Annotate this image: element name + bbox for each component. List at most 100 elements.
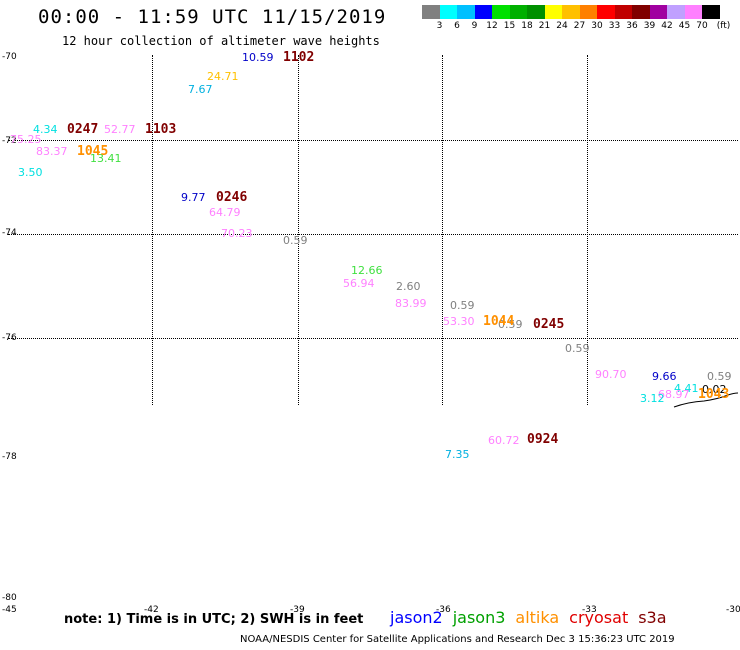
- wave-height-value: 9.77: [181, 191, 206, 204]
- color-scale-label: 24: [556, 21, 568, 31]
- wave-height-value: 68.97: [658, 388, 690, 401]
- longitude-gridline: [298, 55, 299, 407]
- wave-height-value: 3.50: [18, 166, 43, 179]
- color-scale-swatch: [614, 5, 632, 19]
- longitude-gridline: [587, 55, 588, 407]
- color-scale-swatch: [579, 5, 597, 19]
- color-scale-label: 21: [538, 21, 551, 31]
- wave-height-value: 7.67: [188, 83, 213, 96]
- latitude-label: -70: [2, 52, 17, 62]
- wave-height-value: 56.94: [343, 277, 375, 290]
- wave-height-value: 83.37: [36, 145, 68, 158]
- color-scale-swatch: [509, 5, 527, 19]
- color-scale-label: 33: [608, 21, 621, 31]
- wave-height-value: 83.99: [395, 297, 427, 310]
- pass-time-label: 0924: [527, 432, 559, 447]
- longitude-label: -36: [436, 605, 451, 615]
- wave-height-value: 70.23: [221, 227, 253, 240]
- pass-time-label: 1044: [483, 314, 515, 329]
- wave-height-value: 7.35: [445, 448, 470, 461]
- wave-height-value: 60.72: [488, 434, 520, 447]
- pass-time-label: 0246: [216, 190, 248, 205]
- color-scale-label: 9: [471, 21, 478, 31]
- color-scale-label: 18: [521, 21, 533, 31]
- wave-height-value: 2.60: [396, 280, 421, 293]
- wave-height-value: 13.41: [90, 152, 122, 165]
- color-scale-label: 42: [661, 21, 673, 31]
- latitude-gridline: [8, 234, 738, 235]
- pass-time-label: 1043: [698, 387, 730, 402]
- satellite-name: altika: [515, 608, 560, 627]
- longitude-gridline: [152, 55, 153, 407]
- color-scale-swatch: [457, 5, 475, 19]
- color-scale-label: 3: [436, 21, 443, 31]
- longitude-label: -33: [582, 605, 597, 615]
- latitude-label: -72: [2, 136, 17, 146]
- wave-height-value: 9.66: [652, 370, 677, 383]
- color-scale-label: 70: [696, 21, 708, 31]
- color-scale-swatch: [422, 5, 440, 19]
- color-scale-swatch: [632, 5, 650, 19]
- color-scale-label: 15: [503, 21, 516, 31]
- wave-height-value: 12.66: [351, 264, 383, 277]
- color-scale-swatch: [667, 5, 685, 19]
- color-scale-swatch: [439, 5, 457, 19]
- satellite-name: s3a: [638, 608, 667, 627]
- color-scale-labels: 3 6 9 12 15 18 21 24 27 30 33 36 39 42 45 70 (ft): [422, 21, 737, 33]
- wave-height-value: 0.59: [707, 370, 732, 383]
- color-scale-label: 39: [643, 21, 656, 31]
- color-scale-label: 6: [454, 21, 460, 31]
- color-scale-label: 27: [573, 21, 586, 31]
- units-note: note: 1) Time is in UTC; 2) SWH is in fe…: [64, 612, 364, 627]
- latitude-label: -80: [2, 593, 17, 603]
- longitude-label: -39: [290, 605, 305, 615]
- wave-height-value: 24.71: [207, 70, 239, 83]
- pass-time-label: 0247: [67, 122, 99, 137]
- pass-time-label: 0245: [533, 317, 565, 332]
- pass-time-label: 1102: [283, 50, 315, 65]
- pass-time-label: 1103: [145, 122, 177, 137]
- latitude-gridline: [8, 140, 738, 141]
- color-scale-swatch: [492, 5, 510, 19]
- satellite-name: cryosat: [569, 608, 629, 627]
- longitude-label: -45: [2, 605, 17, 615]
- color-scale-label: 45: [678, 21, 691, 31]
- color-scale-swatch: [702, 5, 720, 19]
- latitude-label: -78: [2, 452, 17, 462]
- wave-height-value: 0.02: [702, 383, 727, 396]
- pass-time-label: 1045: [77, 144, 109, 159]
- wave-height-value: 90.70: [595, 368, 627, 381]
- latitude-label: -74: [2, 228, 17, 238]
- color-scale-swatch: [562, 5, 580, 19]
- wave-height-value: 52.77: [104, 123, 136, 136]
- wave-height-value: 0.59: [450, 299, 475, 312]
- color-scale-label: 30: [591, 21, 603, 31]
- satellite-name: jason3: [452, 608, 506, 627]
- wave-height-value: 10.59: [242, 51, 274, 64]
- wave-height-value: 0.59: [283, 234, 308, 247]
- color-scale-swatch: [684, 5, 702, 19]
- wave-height-value: 3.12: [640, 392, 665, 405]
- longitude-gridline: [442, 55, 443, 407]
- map-subtitle: 12 hour collection of altimeter wave hei…: [62, 34, 380, 48]
- color-scale-label: 12: [486, 21, 498, 31]
- satellite-legend: jason2 jason3 altika cryosat s3a: [390, 608, 667, 627]
- longitude-label: -42: [144, 605, 159, 615]
- wave-height-value: 53.30: [443, 315, 475, 328]
- satellite-name: jason2: [390, 608, 443, 627]
- color-scale-swatch: [597, 5, 615, 19]
- color-scale-swatch: [544, 5, 562, 19]
- color-scale-label: (ft): [716, 21, 731, 31]
- wave-height-value: 64.79: [209, 206, 241, 219]
- wave-height-value: 0.59: [565, 342, 590, 355]
- longitude-label: -30: [726, 605, 740, 615]
- color-scale-legend: [422, 5, 720, 19]
- latitude-label: -76: [2, 333, 17, 343]
- latitude-gridline: [8, 338, 738, 339]
- wave-height-value: 4.41: [674, 382, 699, 395]
- color-scale-label: 36: [626, 21, 638, 31]
- color-scale-swatch: [527, 5, 545, 19]
- wave-height-value: 75.25: [10, 133, 42, 146]
- footer-credit: NOAA/NESDIS Center for Satellite Applica…: [240, 634, 675, 645]
